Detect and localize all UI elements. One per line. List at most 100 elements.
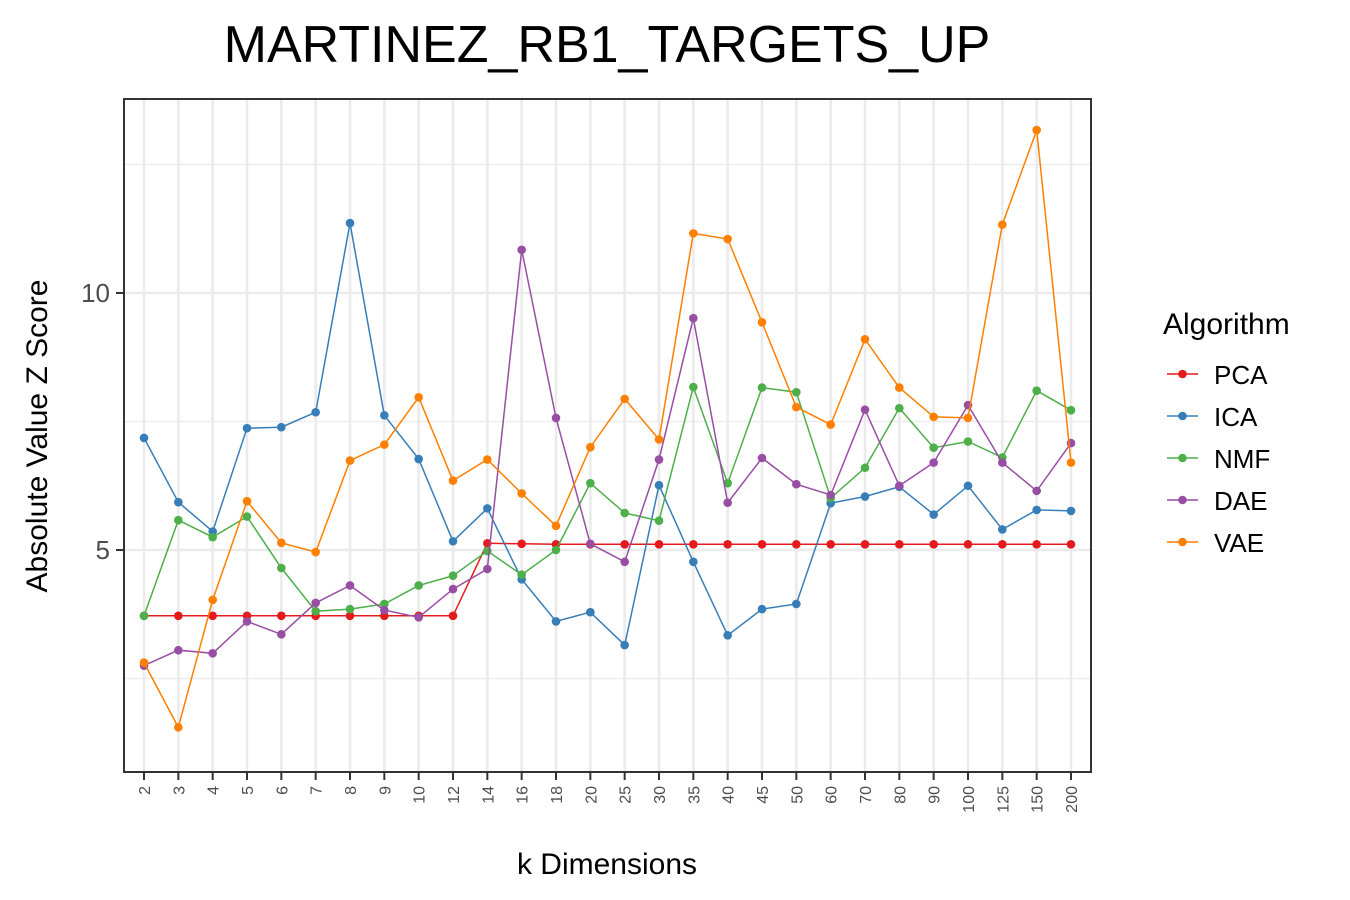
data-point-pca xyxy=(689,540,698,549)
legend-label: PCA xyxy=(1214,360,1268,390)
series-line-nmf xyxy=(143,384,1072,617)
data-point-vae xyxy=(483,455,492,464)
data-point-vae xyxy=(654,435,664,444)
y-tick-label: 10 xyxy=(81,278,110,308)
data-point-dae xyxy=(998,458,1007,467)
x-tick-label: 6 xyxy=(274,786,291,795)
series-vae xyxy=(139,125,1076,732)
data-point-nmf xyxy=(517,570,526,579)
data-point-nmf xyxy=(242,512,252,521)
data-point-nmf xyxy=(654,516,664,526)
data-point-dae xyxy=(895,481,904,491)
data-point-nmf xyxy=(689,382,698,392)
data-point-dae xyxy=(1032,486,1041,496)
x-tick-label: 125 xyxy=(995,786,1012,813)
data-point-ica xyxy=(139,433,149,443)
data-point-nmf xyxy=(380,599,389,609)
series-line-ica xyxy=(143,222,1072,647)
data-point-pca xyxy=(860,540,870,549)
legend-item-pca: PCA xyxy=(1167,360,1268,390)
data-point-vae xyxy=(174,723,183,732)
data-point-vae xyxy=(1066,458,1076,467)
data-point-ica xyxy=(929,510,938,519)
data-point-dae xyxy=(586,539,595,549)
data-point-dae xyxy=(689,313,698,323)
data-point-dae xyxy=(757,453,767,463)
data-point-nmf xyxy=(860,463,870,473)
data-point-nmf xyxy=(551,545,561,555)
data-point-dae xyxy=(448,584,458,594)
data-point-ica xyxy=(654,480,664,490)
data-point-vae xyxy=(380,440,389,449)
data-point-ica xyxy=(277,422,286,432)
series-pca xyxy=(139,539,1076,621)
data-point-vae xyxy=(963,413,973,423)
x-tick-label: 80 xyxy=(892,786,909,804)
data-point-vae xyxy=(551,521,561,531)
data-point-ica xyxy=(586,607,595,617)
legend-label: DAE xyxy=(1214,486,1267,516)
x-tick-label: 90 xyxy=(927,786,944,804)
data-point-dae xyxy=(242,617,252,626)
data-point-ica xyxy=(757,604,767,614)
data-point-vae xyxy=(277,538,286,548)
legend-items: PCA ICA NMF DAE VAE xyxy=(1167,360,1270,558)
data-point-vae xyxy=(242,496,252,506)
data-point-pca xyxy=(448,611,458,621)
data-point-ica xyxy=(380,411,389,420)
data-point-dae xyxy=(860,405,870,414)
data-point-nmf xyxy=(757,383,767,392)
x-tick-label: 2 xyxy=(137,786,154,795)
data-point-ica xyxy=(242,423,252,433)
data-point-ica xyxy=(345,218,355,228)
data-point-nmf xyxy=(448,571,458,580)
data-point-dae xyxy=(380,605,389,615)
x-tick-label: 4 xyxy=(206,786,223,795)
y-tick-label: 5 xyxy=(96,535,110,565)
data-point-nmf xyxy=(620,508,629,518)
data-point-ica xyxy=(963,481,973,491)
data-point-pca xyxy=(654,540,664,549)
x-tick-label: 40 xyxy=(721,786,738,804)
data-point-pca xyxy=(620,540,629,549)
data-point-nmf xyxy=(895,403,904,413)
data-point-vae xyxy=(929,412,938,422)
data-point-dae xyxy=(311,598,320,608)
data-point-pca xyxy=(517,539,526,549)
x-tick-label: 100 xyxy=(961,786,978,813)
data-point-nmf xyxy=(483,546,492,556)
series-line-pca xyxy=(144,542,1071,617)
data-point-nmf xyxy=(1032,386,1041,395)
data-point-ica xyxy=(1066,506,1076,516)
data-point-vae xyxy=(826,420,835,429)
data-point-ica xyxy=(723,631,732,640)
legend-item-dae: DAE xyxy=(1167,486,1267,516)
x-tick-label: 70 xyxy=(858,786,875,804)
data-point-nmf xyxy=(1066,405,1076,415)
data-point-dae xyxy=(826,490,835,500)
legend: Algorithm PCA ICA NMF DAE VAE xyxy=(1163,308,1290,558)
data-point-vae xyxy=(895,383,904,392)
data-point-dae xyxy=(517,245,526,255)
data-point-pca xyxy=(208,611,217,621)
series-layer xyxy=(139,125,1076,732)
x-tick-label: 200 xyxy=(1064,786,1081,813)
data-point-vae xyxy=(586,442,595,452)
data-point-dae xyxy=(414,613,423,622)
x-tick-label: 35 xyxy=(686,786,703,804)
data-point-pca xyxy=(1066,540,1076,549)
data-point-ica xyxy=(311,407,320,417)
data-point-dae xyxy=(723,498,732,508)
x-tick-label: 9 xyxy=(377,786,394,795)
data-point-pca xyxy=(792,540,801,549)
data-point-dae xyxy=(345,581,355,590)
x-tick-label: 60 xyxy=(824,786,841,804)
data-point-ica xyxy=(998,525,1007,534)
data-point-nmf xyxy=(414,581,423,590)
data-point-ica xyxy=(174,497,183,507)
data-point-ica xyxy=(448,536,458,546)
data-point-nmf xyxy=(963,437,973,446)
legend-item-vae: VAE xyxy=(1167,528,1264,558)
data-point-vae xyxy=(208,595,217,605)
x-tick-label: 45 xyxy=(755,786,772,804)
